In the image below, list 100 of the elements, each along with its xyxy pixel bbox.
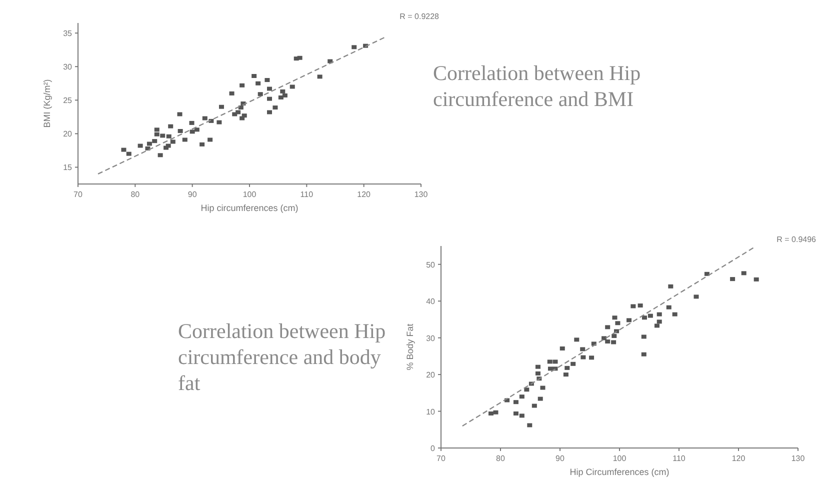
point: [540, 386, 546, 390]
point: [267, 96, 272, 101]
point: [242, 114, 247, 118]
point: [535, 371, 540, 376]
point: [612, 316, 618, 320]
point: [216, 120, 222, 124]
point: [638, 304, 643, 308]
x-tick-label: 80: [496, 454, 506, 463]
y-axis-title: BMI (Kg/m²): [42, 79, 52, 128]
point: [548, 366, 553, 371]
point: [278, 95, 284, 100]
point: [642, 316, 647, 320]
point: [630, 304, 636, 308]
point: [519, 414, 524, 418]
point: [138, 144, 143, 148]
point: [648, 314, 653, 318]
x-tick-label: 120: [732, 454, 746, 463]
y-tick-label: 40: [426, 297, 436, 306]
point: [668, 284, 674, 288]
y-tick-label: 20: [426, 370, 436, 380]
point: [158, 153, 163, 158]
x-tick-label: 130: [791, 454, 806, 463]
point: [267, 86, 272, 91]
point: [580, 347, 586, 352]
point: [626, 318, 632, 322]
point: [154, 128, 160, 132]
point: [272, 106, 278, 110]
point: [282, 93, 288, 98]
point: [656, 320, 662, 324]
point: [238, 106, 244, 110]
point: [240, 83, 245, 88]
point: [730, 277, 736, 282]
point: [527, 423, 532, 428]
point: [493, 410, 498, 414]
point: [297, 56, 302, 60]
y-axis-title: % Body Fat: [405, 323, 415, 370]
y-tick-label: 0: [430, 444, 436, 453]
point: [580, 355, 586, 360]
point: [654, 324, 660, 328]
point: [532, 404, 537, 408]
y-tick-label: 25: [63, 96, 73, 106]
point: [200, 142, 205, 146]
point: [258, 92, 263, 96]
x-tick-label: 70: [74, 190, 83, 199]
point: [519, 394, 524, 399]
x-tick-label: 90: [556, 454, 565, 463]
point: [146, 142, 152, 146]
point: [267, 110, 272, 114]
point: [170, 140, 176, 144]
point: [182, 138, 188, 142]
x-tick-label: 80: [130, 190, 140, 199]
point: [574, 338, 580, 342]
x-tick-label: 130: [414, 190, 428, 199]
text: R = 0.9496: [776, 235, 817, 244]
x-tick-label: 110: [300, 190, 314, 199]
x-tick-label: 90: [188, 190, 198, 199]
point: [154, 132, 160, 136]
x-tick-label: 100: [612, 454, 627, 463]
y-tick-label: 10: [426, 407, 436, 416]
point: [280, 89, 286, 94]
point: [208, 138, 213, 142]
point: [202, 116, 208, 120]
point: [552, 360, 558, 364]
point: [694, 294, 699, 299]
point: [570, 362, 576, 366]
point: [229, 91, 234, 96]
y-tick-label: 30: [63, 62, 73, 72]
point: [615, 321, 620, 326]
point: [177, 112, 182, 116]
point: [538, 396, 543, 401]
point: [524, 388, 530, 392]
point: [264, 78, 270, 82]
point: [612, 334, 617, 338]
point: [641, 334, 646, 339]
point: [641, 352, 646, 356]
point: [121, 148, 126, 152]
point: [564, 366, 570, 370]
point: [252, 74, 257, 78]
point: [666, 305, 672, 310]
point: [547, 360, 552, 364]
point: [166, 134, 172, 138]
point: [352, 45, 357, 50]
point: [189, 120, 194, 125]
point: [152, 139, 158, 144]
point: [160, 134, 166, 138]
point: [513, 411, 518, 416]
y-tick-label: 30: [426, 334, 436, 343]
point: [168, 124, 174, 128]
y-tick-label: 35: [63, 29, 73, 38]
point: [741, 271, 746, 276]
point: [317, 74, 322, 79]
point: [126, 152, 132, 156]
text: Correlation between Hip circumference and BMI: [433, 61, 641, 111]
point: [563, 372, 568, 377]
point: [488, 411, 494, 416]
x-tick-label: 120: [357, 190, 372, 199]
point: [656, 312, 662, 316]
point: [218, 104, 224, 109]
text: R = 0.9228: [400, 12, 440, 21]
y-tick-label: 50: [426, 260, 436, 270]
